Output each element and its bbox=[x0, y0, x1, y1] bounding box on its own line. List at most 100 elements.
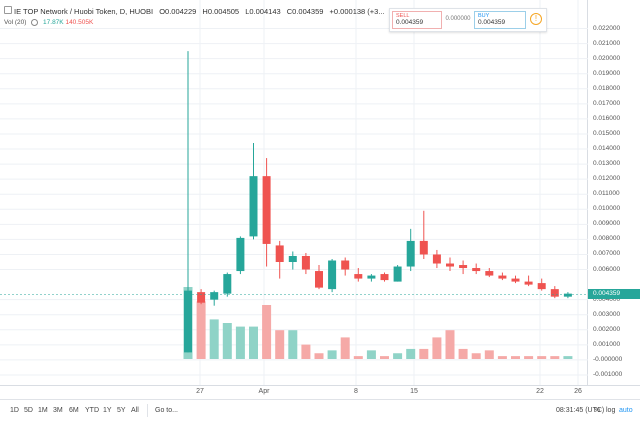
volume-bar bbox=[353, 356, 363, 359]
price-tick-label: -0.000000 bbox=[593, 355, 623, 363]
volume-label[interactable]: Vol (20) bbox=[4, 19, 27, 27]
price-tick-label: 0.009000 bbox=[593, 220, 621, 228]
price-tick-label: 0.017000 bbox=[593, 99, 621, 107]
price-tick-label: 0.003000 bbox=[593, 310, 621, 318]
price-tick-label: 0.019000 bbox=[593, 69, 621, 77]
volume-bar bbox=[366, 350, 376, 359]
trade-panel: SELL 0.004359 0.000000 BUY 0.004359 ! bbox=[389, 8, 547, 32]
candle-body bbox=[315, 271, 323, 288]
alert-circle-icon[interactable]: ! bbox=[530, 13, 542, 25]
ohlc-high: H0.004505 bbox=[202, 7, 240, 16]
candle-body bbox=[210, 292, 219, 300]
buy-price: 0.004359 bbox=[478, 19, 506, 26]
utc-clock[interactable]: 08:31:45 (UTC) bbox=[556, 407, 605, 414]
volume-bar bbox=[209, 319, 219, 359]
auto-scale-toggle[interactable]: auto bbox=[619, 407, 633, 414]
timeframe-button-1d[interactable]: 1D bbox=[10, 407, 19, 414]
spread-value: 0.000000 bbox=[445, 16, 471, 22]
candle-body bbox=[341, 260, 350, 270]
price-tick-label: 0.013000 bbox=[593, 160, 621, 168]
candle-body bbox=[354, 274, 363, 279]
timeframe-button-all[interactable]: All bbox=[131, 407, 139, 414]
candle-body bbox=[472, 268, 481, 272]
volume-bar bbox=[419, 348, 429, 359]
volume-bar bbox=[340, 337, 350, 359]
candle-body bbox=[563, 293, 572, 297]
time-tick-label: 26 bbox=[574, 388, 582, 395]
timeframe-button-ytd[interactable]: YTD bbox=[85, 407, 99, 414]
price-tick-label: 0.015000 bbox=[593, 129, 621, 137]
time-axis[interactable]: 27 Apr 8 15 22 26 bbox=[0, 385, 640, 399]
candle-body bbox=[485, 271, 494, 276]
settings-icon[interactable] bbox=[31, 19, 39, 26]
sell-button[interactable]: SELL 0.004359 bbox=[392, 11, 442, 29]
volume-bar bbox=[458, 348, 468, 359]
price-tick-label: 0.007000 bbox=[593, 250, 621, 258]
buy-label: BUY bbox=[478, 13, 490, 19]
candle-body bbox=[380, 274, 389, 281]
volume-bar bbox=[262, 305, 272, 359]
symbol-icon bbox=[4, 6, 12, 14]
time-tick-label: 27 bbox=[196, 388, 204, 395]
candle-body bbox=[511, 278, 520, 282]
buy-button[interactable]: BUY 0.004359 bbox=[474, 11, 526, 29]
log-scale-toggle[interactable]: log bbox=[606, 407, 616, 414]
price-tick-label: 0.002000 bbox=[593, 325, 621, 333]
price-tick-label: 0.010000 bbox=[593, 205, 621, 213]
price-tick-label: 0.008000 bbox=[593, 235, 621, 243]
candle-body bbox=[223, 274, 232, 294]
candle-body bbox=[524, 281, 533, 285]
time-tick-label: 8 bbox=[354, 388, 358, 395]
volume-bar bbox=[301, 344, 311, 359]
candle-body bbox=[249, 176, 258, 237]
price-tick-label: 0.011000 bbox=[593, 190, 620, 198]
candle-body bbox=[184, 290, 192, 353]
volume-bar bbox=[484, 350, 494, 359]
candle-body bbox=[537, 283, 546, 290]
timeframe-button-1y[interactable]: 1Y bbox=[103, 407, 112, 414]
timeframe-button-6m[interactable]: 6M bbox=[69, 407, 79, 414]
volume-bar bbox=[275, 330, 285, 359]
timeframe-button-5d[interactable]: 5D bbox=[24, 407, 33, 414]
volume-bar bbox=[471, 353, 481, 359]
volume-buy-value: 17.87K bbox=[43, 19, 64, 27]
price-tick-label: 0.020000 bbox=[593, 54, 621, 62]
candle-body bbox=[432, 254, 441, 264]
volume-sell-value: 140.505K bbox=[65, 19, 94, 27]
volume-bar bbox=[235, 326, 245, 359]
volume-bar bbox=[393, 353, 403, 359]
timeframe-button-1m[interactable]: 1M bbox=[38, 407, 48, 414]
candlestick-chart[interactable] bbox=[0, 0, 588, 385]
goto-button[interactable]: Go to... bbox=[155, 407, 178, 414]
candle-body bbox=[275, 245, 284, 263]
price-tick-label: 0.001000 bbox=[593, 340, 621, 348]
sell-price: 0.004359 bbox=[396, 19, 424, 26]
price-tick-label: 0.016000 bbox=[593, 114, 621, 122]
price-axis[interactable]: 0.022000 0.021000 0.020000 0.019000 0.018000… bbox=[588, 0, 640, 385]
candle-body bbox=[498, 275, 507, 279]
candle-body bbox=[419, 240, 428, 255]
time-tick-label: Apr bbox=[258, 388, 270, 395]
price-tick-label: 0.014000 bbox=[593, 145, 621, 153]
price-tick-label: 0.022000 bbox=[593, 24, 621, 32]
candle-body bbox=[236, 237, 245, 272]
volume-bar bbox=[497, 356, 507, 359]
timeframe-button-5y[interactable]: 5Y bbox=[117, 407, 126, 414]
price-tick-label: 0.018000 bbox=[593, 84, 621, 92]
price-tick-label: 0.012000 bbox=[593, 175, 621, 183]
candle-body bbox=[367, 275, 376, 279]
chart-pane[interactable]: IE TOP Network / Huobi Token, D, HUOBI O… bbox=[0, 0, 588, 385]
symbol-title[interactable]: IE TOP Network / Huobi Token, D, HUOBI bbox=[14, 7, 154, 16]
timeframe-button-3m[interactable]: 3M bbox=[53, 407, 63, 414]
time-tick-label: 15 bbox=[410, 388, 418, 395]
volume-bar bbox=[550, 356, 560, 359]
candle-body bbox=[550, 289, 559, 297]
legend-header: IE TOP Network / Huobi Token, D, HUOBI O… bbox=[4, 6, 389, 16]
volume-legend: Vol (20) 17.87K 140.505K bbox=[4, 19, 93, 26]
volume-bar bbox=[511, 356, 520, 359]
volume-bar bbox=[380, 356, 389, 359]
volume-bar bbox=[563, 356, 573, 359]
percent-scale-toggle[interactable]: % bbox=[594, 407, 601, 414]
volume-bar bbox=[314, 353, 324, 359]
